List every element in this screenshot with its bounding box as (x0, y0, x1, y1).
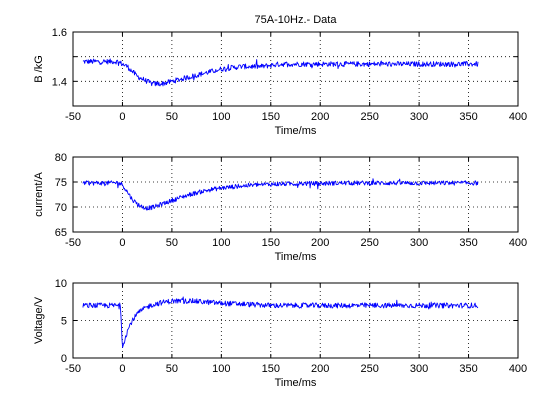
chart-title: 75A-10Hz.- Data (255, 14, 338, 26)
x-tick-label: 300 (410, 237, 428, 249)
x-tick-label: 200 (311, 363, 329, 375)
x-tick-label: 50 (166, 363, 178, 375)
x-tick-label: 0 (119, 237, 125, 249)
x-tick-label: -50 (65, 111, 81, 123)
y-tick-label: 80 (55, 152, 67, 164)
x-tick-label: 50 (166, 111, 178, 123)
x-tick-label: 400 (509, 363, 527, 375)
x-tick-label: 350 (459, 111, 477, 123)
subplot-2: -50 0 50 100 150 200 250 300 350 400 65 70 75 80 Time/… (33, 152, 527, 263)
x-axis-label: Time/ms (275, 251, 317, 263)
x-tick-label: 150 (262, 111, 280, 123)
series-line (82, 178, 479, 211)
x-tick-label: 100 (212, 363, 230, 375)
x-tick-label: 400 (509, 111, 527, 123)
y-axis-label: current/A (33, 172, 45, 217)
y-tick-label: 5 (61, 316, 67, 328)
x-tick-label: 300 (410, 111, 428, 123)
y-tick-label: 70 (55, 202, 67, 214)
x-tick-label: 350 (459, 237, 477, 249)
y-tick-label: 75 (55, 177, 67, 189)
x-tick-label: 150 (262, 363, 280, 375)
axes-box (72, 31, 519, 107)
y-axis-label: B /kG (33, 55, 45, 83)
y-tick-label: 1.6 (52, 27, 67, 39)
series-line (82, 296, 479, 348)
x-tick-label: 0 (119, 363, 125, 375)
subplot-3: -50 0 50 100 150 200 250 300 350 4000510Time/msVo… (33, 278, 527, 389)
x-tick-label: -50 (65, 237, 81, 249)
x-tick-label: 50 (166, 237, 178, 249)
x-axis-label: Time/ms (275, 377, 317, 389)
x-tick-label: 0 (119, 111, 125, 123)
x-tick-label: 100 (212, 237, 230, 249)
x-tick-label: 300 (410, 363, 428, 375)
x-tick-label: 250 (360, 111, 378, 123)
x-tick-label: 100 (212, 111, 230, 123)
x-tick-label: 250 (360, 237, 378, 249)
subplot-1: -50 0 50 100 150 200 250 300 350 400 1.4 1.6 75A-10H… (33, 14, 527, 137)
series-line (82, 58, 479, 87)
x-tick-label: 200 (311, 237, 329, 249)
y-tick-label: 0 (61, 353, 67, 365)
x-tick-label: 200 (311, 111, 329, 123)
y-tick-label: 65 (55, 227, 67, 239)
x-tick-label: 350 (459, 363, 477, 375)
x-tick-label: -50 (65, 363, 81, 375)
x-tick-label: 250 (360, 363, 378, 375)
y-tick-label: 1.4 (52, 76, 67, 88)
x-tick-label: 400 (509, 237, 527, 249)
x-tick-label: 150 (262, 237, 280, 249)
y-axis-label: Voltage/V (33, 296, 45, 344)
x-axis-label: Time/ms (275, 125, 317, 137)
axes-box (72, 156, 519, 233)
y-tick-label: 10 (55, 278, 67, 290)
axes-box (72, 282, 519, 359)
